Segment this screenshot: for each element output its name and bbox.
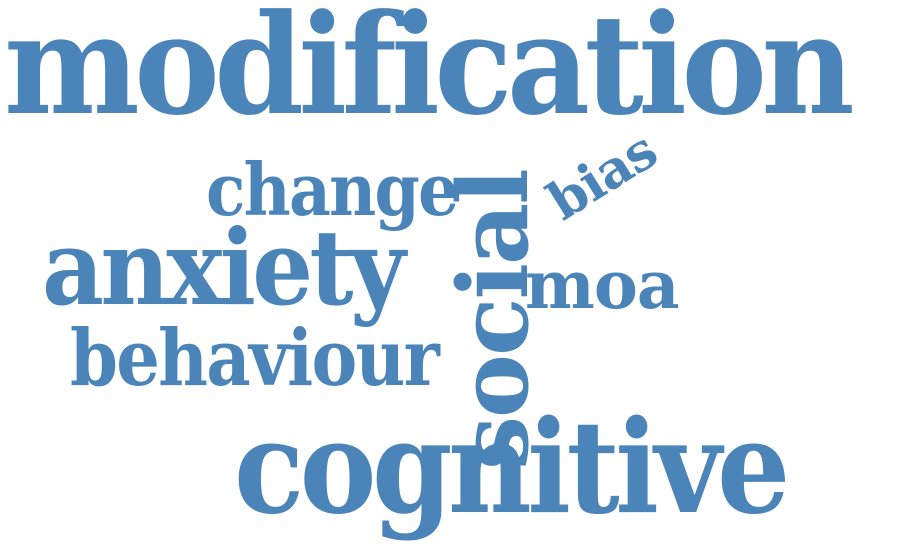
word-behaviour: behaviour xyxy=(70,313,440,404)
word-anxiety: anxiety xyxy=(42,206,406,329)
word-cognitive: cognitive xyxy=(234,393,790,543)
word-change: change xyxy=(206,147,459,232)
word-modification: modification xyxy=(4,0,855,146)
word-moa: moa xyxy=(525,246,680,324)
